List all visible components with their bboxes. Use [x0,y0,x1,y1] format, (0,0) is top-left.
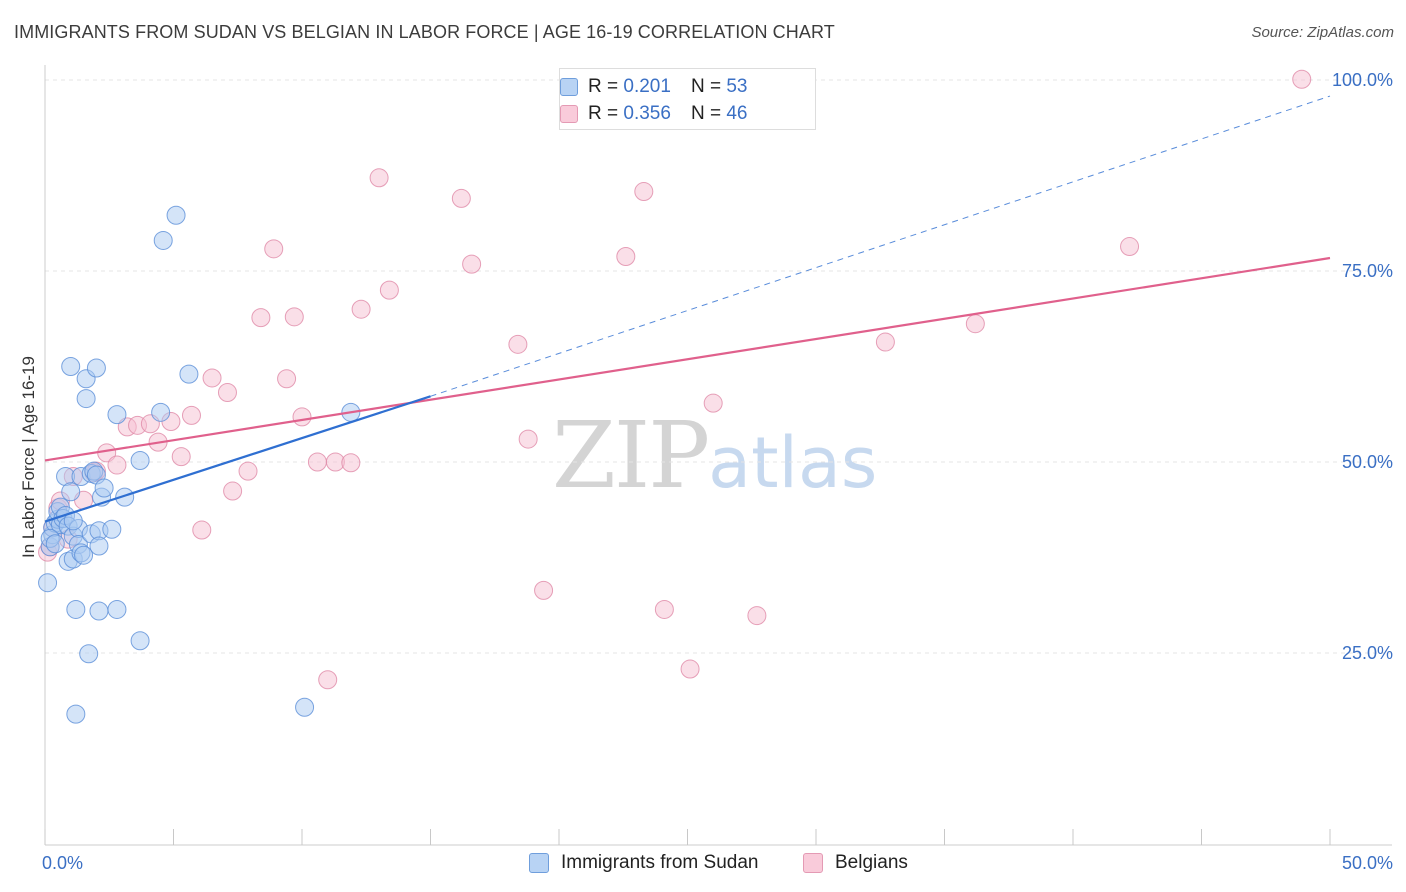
point-belgian [747,606,767,626]
point-sudan [102,519,122,539]
point-belgian [171,447,191,467]
legend-row-sudan: R = 0.201 N = 53 [560,75,748,99]
point-belgian [616,246,636,266]
point-belgian [351,299,371,319]
point-belgian [1120,237,1140,257]
legend-n-label: N = [690,103,722,124]
point-sudan [76,389,96,409]
point-belgian [534,580,554,600]
series-legend-label: Immigrants from Sudan [561,852,759,873]
legend-n-value: 46 [726,103,748,124]
axes [44,65,1392,846]
point-belgian [284,307,304,327]
point-sudan [61,482,81,502]
point-belgian [192,520,212,540]
point-belgian [508,334,528,354]
point-sudan [66,599,86,619]
legend-n-label: N = [690,76,722,97]
legend-swatch-belgians [560,105,578,123]
point-belgian [451,188,471,208]
point-sudan [94,478,114,498]
point-belgian [654,599,674,619]
legend-n-value: 53 [726,76,748,97]
point-sudan [61,357,81,376]
legend-r-label: R = [588,76,619,97]
point-sudan [66,704,86,724]
series-swatch-belgians [803,853,823,873]
y-tick-label: 25.0% [1342,643,1393,663]
series-legend: Immigrants from Sudan Belgians [0,852,1406,878]
legend-swatch-sudan [560,78,578,96]
point-belgian [277,369,297,389]
point-belgian [181,405,201,425]
point-sudan [295,697,315,717]
point-belgian [634,182,654,202]
point-belgian [875,332,895,352]
point-belgian [703,393,723,413]
point-sudan [130,450,150,470]
point-belgian [264,239,284,259]
point-sudan [86,358,106,378]
point-sudan [151,402,171,422]
y-tick-label: 100.0% [1332,70,1393,90]
series-legend-label: Belgians [835,852,908,873]
trend-line-sudan-extension [430,95,1331,397]
point-belgian [292,407,312,427]
point-sudan [107,599,127,619]
point-belgian [251,308,271,328]
point-belgian [217,382,237,402]
series-swatch-sudan [529,853,549,873]
point-sudan [166,205,186,225]
point-belgian [462,254,482,274]
point-sudan [79,644,99,664]
point-belgian [680,659,700,679]
point-belgian [223,481,243,501]
watermark-atlas: atlas [708,422,878,504]
trend-line-sudan [44,395,431,523]
trend-lines [44,95,1331,523]
series-legend-item-sudan: Immigrants from Sudan [529,852,758,874]
tick-labels: 25.0% 50.0% 75.0% 100.0% 0.0% 50.0% [42,70,1393,873]
point-sudan [115,487,135,507]
legend-r-label: R = [588,103,619,124]
watermark-zip: ZIP [552,402,710,509]
legend-row-belgians: R = 0.356 N = 46 [560,102,748,126]
point-sudan [38,573,58,593]
point-sudan [179,364,199,384]
y-tick-label: 50.0% [1342,452,1393,472]
legend-r-value: 0.201 [623,76,671,97]
x-tick-label-min: 0.0% [42,853,83,873]
point-sudan [130,631,150,651]
point-sudan [89,601,109,621]
series-legend-item-belgians: Belgians [803,852,908,874]
point-belgian [107,455,127,475]
watermark: ZIPatlas [552,402,877,509]
point-belgian [518,429,538,449]
grid [45,79,1392,654]
x-tick-label-max: 50.0% [1342,853,1393,873]
point-belgian [307,452,327,472]
point-sudan [74,545,94,565]
data-points [38,69,1312,724]
point-belgian [238,461,258,481]
point-sudan [89,536,109,556]
point-belgian [318,670,338,690]
stats-legend: R = 0.201 N = 53 R = 0.356 N = 46 [559,68,816,130]
point-sudan [107,405,127,425]
point-belgian [1292,69,1312,89]
source-credit: Source: ZipAtlas.com [1251,24,1394,41]
chart-title: IMMIGRANTS FROM SUDAN VS BELGIAN IN LABO… [14,22,835,42]
point-belgian [202,368,222,388]
point-sudan [153,230,173,250]
y-tick-label: 75.0% [1342,261,1393,281]
y-axis-title: In Labor Force | Age 16-19 [19,356,38,558]
point-sudan [45,534,65,554]
trend-line-belgians [44,256,1331,462]
point-belgian [369,168,389,188]
legend-r-value: 0.356 [623,103,671,124]
point-belgian [341,453,361,473]
point-belgian [379,280,399,300]
point-belgian [965,314,985,334]
